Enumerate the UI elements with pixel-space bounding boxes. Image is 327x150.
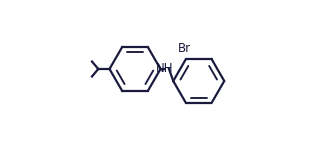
Text: NH: NH [156, 63, 173, 75]
Text: Br: Br [178, 42, 191, 55]
